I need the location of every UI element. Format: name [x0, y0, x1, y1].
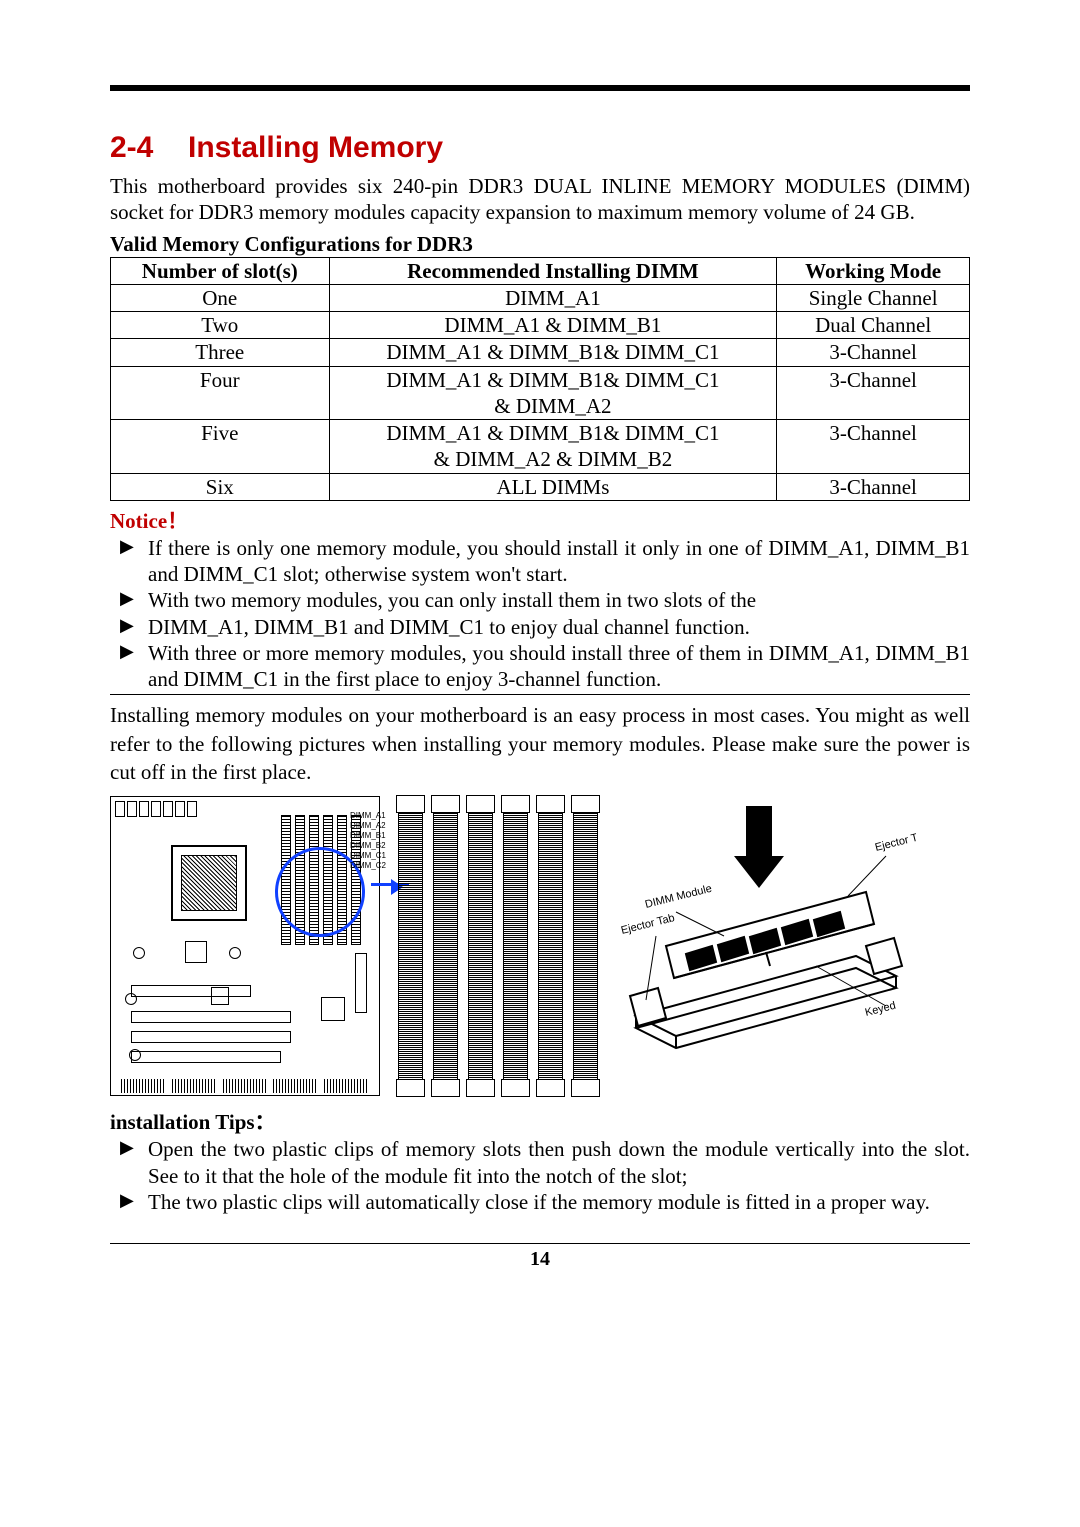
table-cell: DIMM_A1 & DIMM_B1& DIMM_C1	[329, 339, 777, 366]
list-text: With three or more memory modules, you s…	[148, 640, 970, 693]
list-item: ▶With two memory modules, you can only i…	[110, 587, 970, 613]
table-cell: DIMM_A1 & DIMM_B1	[329, 312, 777, 339]
table-cell: 3-Channel	[777, 473, 970, 500]
table-caption: Valid Memory Configurations for DDR3	[110, 232, 970, 257]
slot-label: DIMM_C2	[350, 862, 386, 872]
table-row: SixALL DIMMs3-Channel	[111, 473, 970, 500]
heading-number: 2-4	[110, 131, 188, 165]
section-heading: 2-4Installing Memory	[110, 131, 970, 165]
label-dimm-module: DIMM Module	[644, 883, 713, 911]
table-cell: Six	[111, 473, 330, 500]
motherboard-diagram	[110, 796, 380, 1096]
install-paragraph: Installing memory modules on your mother…	[110, 701, 970, 786]
tips-title: installation Tips：	[110, 1106, 970, 1136]
list-item: ▶DIMM_A1, DIMM_B1 and DIMM_C1 to enjoy d…	[110, 614, 970, 640]
table-row: FourDIMM_A1 & DIMM_B1& DIMM_C1& DIMM_A23…	[111, 366, 970, 420]
table-cell: DIMM_A1 & DIMM_B1& DIMM_C1& DIMM_A2 & DI…	[329, 420, 777, 474]
table-cell: Five	[111, 420, 330, 474]
bullet-icon: ▶	[110, 640, 148, 663]
bullet-icon: ▶	[110, 535, 148, 558]
table-row: OneDIMM_A1Single Channel	[111, 284, 970, 311]
list-item: ▶Open the two plastic clips of memory sl…	[110, 1136, 970, 1189]
table-row: FiveDIMM_A1 & DIMM_B1& DIMM_C1& DIMM_A2 …	[111, 420, 970, 474]
memory-config-table: Number of slot(s) Recommended Installing…	[110, 257, 970, 501]
page-number: 14	[530, 1248, 550, 1270]
bullet-icon: ▶	[110, 1189, 148, 1212]
intro-paragraph: This motherboard provides six 240-pin DD…	[110, 173, 970, 226]
page-footer: 14	[110, 1243, 970, 1271]
label-ejector-top: Ejector Tab	[874, 829, 916, 854]
table-cell: Four	[111, 366, 330, 420]
table-cell: 3-Channel	[777, 339, 970, 366]
bullet-icon: ▶	[110, 587, 148, 610]
table-cell: 3-Channel	[777, 420, 970, 474]
table-cell: One	[111, 284, 330, 311]
list-text: With two memory modules, you can only in…	[148, 587, 970, 613]
col-slots: Number of slot(s)	[111, 257, 330, 284]
list-text: The two plastic clips will automatically…	[148, 1189, 970, 1215]
table-cell: DIMM_A1	[329, 284, 777, 311]
list-item: ▶With three or more memory modules, you …	[110, 640, 970, 693]
table-cell: Two	[111, 312, 330, 339]
table-cell: Single Channel	[777, 284, 970, 311]
table-cell: DIMM_A1 & DIMM_B1& DIMM_C1& DIMM_A2	[329, 366, 777, 420]
label-ejector-bot: Ejector Tab	[620, 912, 676, 937]
figure-row: DIMM_A1DIMM_A2DIMM_B1DIMM_B2DIMM_C1DIMM_…	[110, 796, 970, 1096]
page: 2-4Installing Memory This motherboard pr…	[0, 0, 1080, 1331]
notice-list: ▶If there is only one memory module, you…	[110, 535, 970, 696]
heading-title: Installing Memory	[188, 131, 443, 164]
table-cell: Dual Channel	[777, 312, 970, 339]
list-text: Open the two plastic clips of memory slo…	[148, 1136, 970, 1189]
table-row: TwoDIMM_A1 & DIMM_B1Dual Channel	[111, 312, 970, 339]
dimm-slots-diagram: DIMM_A1DIMM_A2DIMM_B1DIMM_B2DIMM_C1DIMM_…	[398, 796, 598, 1096]
list-item: ▶The two plastic clips will automaticall…	[110, 1189, 970, 1215]
table-cell: Three	[111, 339, 330, 366]
table-cell: 3-Channel	[777, 366, 970, 420]
bullet-icon: ▶	[110, 1136, 148, 1159]
list-item: ▶If there is only one memory module, you…	[110, 535, 970, 588]
header-rule	[110, 85, 970, 91]
label-keyed: Keyed	[864, 1000, 897, 1019]
tips-list: ▶Open the two plastic clips of memory sl…	[110, 1136, 970, 1215]
table-row: ThreeDIMM_A1 & DIMM_B1& DIMM_C13-Channel	[111, 339, 970, 366]
dimm-install-sketch: Ejector Tab DIMM Module Ejector Tab Keye…	[616, 796, 916, 1056]
col-mode: Working Mode	[777, 257, 970, 284]
list-text: If there is only one memory module, you …	[148, 535, 970, 588]
col-recommended: Recommended Installing DIMM	[329, 257, 777, 284]
table-cell: ALL DIMMs	[329, 473, 777, 500]
notice-title: Notice！	[110, 505, 970, 535]
bullet-icon: ▶	[110, 614, 148, 637]
list-text: DIMM_A1, DIMM_B1 and DIMM_C1 to enjoy du…	[148, 614, 970, 640]
